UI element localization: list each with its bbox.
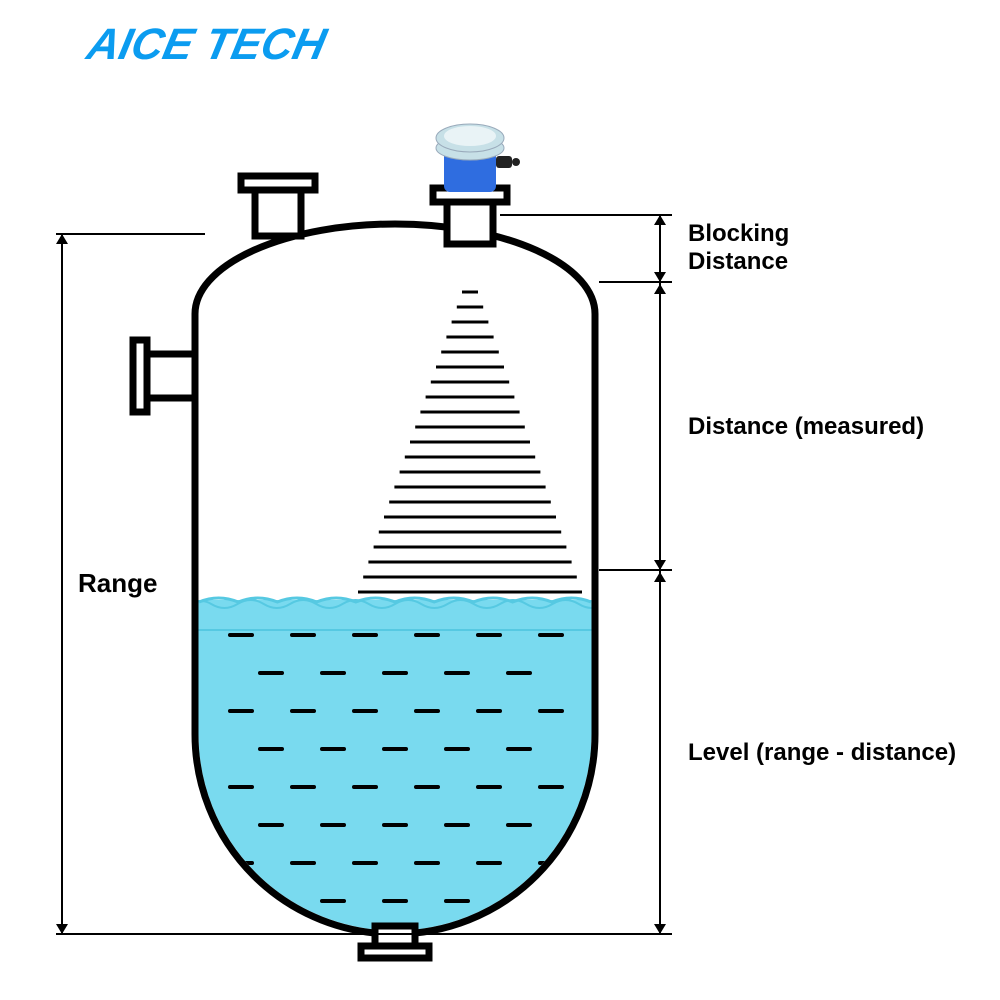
blocking-label-2: Distance [688, 248, 788, 275]
distance-label: Distance (measured) [688, 413, 924, 440]
inlet-nozzle [241, 176, 315, 236]
brand-text: AICE TECH [83, 20, 331, 69]
level-label: Level (range - distance) [688, 739, 956, 766]
tank-level-diagram: Range BlockingDistance Distance (measured)… [0, 0, 1000, 1000]
brand-logo: AICE TECH [83, 20, 331, 70]
ultrasonic-sensor [436, 124, 520, 192]
range-label: Range [78, 568, 157, 598]
sensor-nozzle [433, 188, 507, 244]
blocking-label-1: Blocking [688, 220, 789, 247]
side-nozzle [133, 340, 195, 412]
